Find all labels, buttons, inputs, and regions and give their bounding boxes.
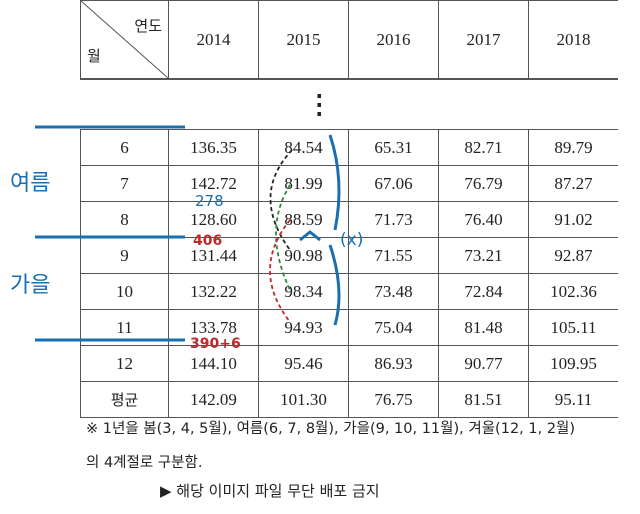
value-cell: 73.48 [348,273,439,310]
note: ※ 1년을 봄(3, 4, 5월), 여름(6, 7, 8월), 가을(9, 1… [86,421,576,471]
value-cell: 132.22 [168,273,259,310]
ellipsis: ⋮ [306,89,333,119]
value-cell: 75.04 [348,309,439,346]
annotation: 여름 [10,171,50,196]
year-header: 2017 [438,0,529,80]
value-cell: 95.11 [528,381,618,418]
year-header: 2014 [168,0,259,80]
value-cell: 94.93 [258,309,349,346]
value-cell: 73.21 [438,237,529,274]
footer: ▶ 해당 이미지 파일 무단 배포 금지 [160,482,380,500]
value-cell: 142.09 [168,381,259,418]
value-cell: 89.79 [528,129,618,166]
value-cell: 92.87 [528,237,618,274]
value-cell: 76.75 [348,381,439,418]
value-cell: 105.11 [528,309,618,346]
value-cell: 76.40 [438,201,529,238]
value-cell: 67.06 [348,165,439,202]
year-header: 2015 [258,0,349,80]
corner-row: 월 [87,47,101,65]
value-cell: 72.84 [438,273,529,310]
value-cell: 95.46 [258,345,349,382]
data-table: 연도 월 2014 2015 2016 2017 2018 ⋮ 6 136.35 84.54 65.3… [80,0,618,418]
year-header: 2018 [528,0,618,80]
annotation: 278 [195,192,224,210]
value-cell: 81.48 [438,309,529,346]
value-cell: 88.59 [258,201,349,238]
header-row: 연도 월 2014 2015 2016 2017 2018 [80,0,618,80]
year-header: 2016 [348,0,439,80]
month-cell: 12 [80,345,169,382]
value-cell: 81.51 [438,381,529,418]
value-cell: 142.72 [168,165,259,202]
month-cell: 10 [80,273,169,310]
value-cell: 65.31 [348,129,439,166]
annotation: 390+6 [190,336,241,352]
value-cell: 90.77 [438,345,529,382]
diagonal [81,1,168,78]
table-row: 10 132.22 98.34 73.48 72.84 102.36 [80,273,618,310]
value-cell: 131.44 [168,237,259,274]
table-row: 12 144.10 95.46 86.93 90.77 109.95 [80,345,618,382]
value-cell: 109.95 [528,345,618,382]
corner-col: 연도 [134,17,162,35]
value-cell: 82.71 [438,129,529,166]
value-cell: 91.02 [528,201,618,238]
annotation: 가을 [10,273,50,298]
annotation: (x) [340,230,363,250]
month-cell: 7 [80,165,169,202]
annotation: 406 [193,233,222,249]
table-row: 평균 142.09 101.30 76.75 81.51 95.11 [80,381,618,418]
value-cell: 102.36 [528,273,618,310]
table-row: 11 133.78 94.93 75.04 81.48 105.11 [80,309,618,346]
value-cell: 101.30 [258,381,349,418]
value-cell: 71.73 [348,201,439,238]
table-row: 9 131.44 90.98 71.55 73.21 92.87 [80,237,618,274]
